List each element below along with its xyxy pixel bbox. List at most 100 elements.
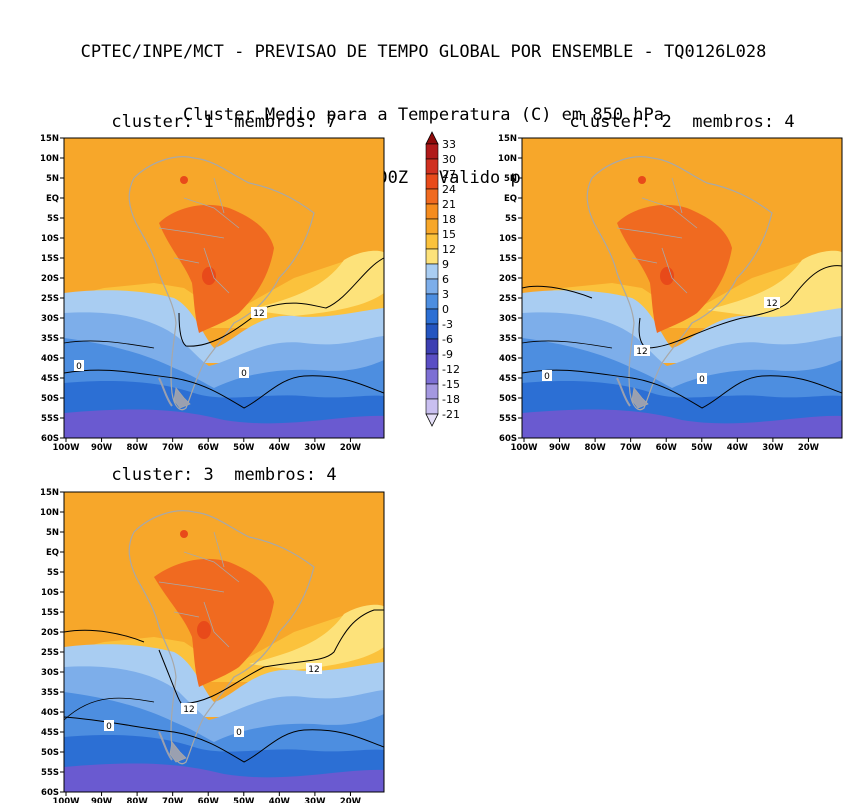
contour-label: 0	[234, 726, 244, 738]
colorbar-level-label: -12	[442, 363, 460, 376]
hot-spot	[197, 621, 211, 639]
lon-label: 60W	[198, 797, 220, 803]
map-panel-3: 12 12 0 0 15N 10N 5N EQ 5S 10S 15S 20S 25S 30S 35S 40S 4…	[40, 488, 385, 803]
warm-core-interior	[159, 204, 274, 333]
colorbar-level-label: -6	[442, 333, 453, 346]
country-borders	[158, 177, 240, 294]
lat-label: 45S	[41, 374, 59, 384]
svg-text:0: 0	[236, 728, 242, 738]
contour-secondary	[64, 697, 155, 721]
contour-label: 0	[239, 367, 249, 379]
colorbar-segment	[425, 383, 439, 400]
temperature-band-minus-9	[64, 763, 384, 792]
lat-label: 55S	[499, 414, 517, 424]
patagonia-coast	[616, 377, 631, 407]
colorbar-segment	[425, 308, 439, 325]
colorbar-segment	[425, 188, 439, 205]
hot-spot	[660, 267, 674, 285]
lon-label: 80W	[585, 443, 607, 453]
lon-label: 70W	[620, 443, 642, 453]
lat-label: 15N	[40, 134, 59, 144]
lon-label: 40W	[727, 443, 749, 453]
lon-label: 70W	[162, 797, 184, 803]
lat-label: 10N	[40, 154, 59, 164]
svg-text:0: 0	[241, 369, 247, 379]
map-panel-2: 12 12 0 0 15N 10N 5N EQ 5S 10S 15S 20S 25S 30S 35S 40S 4…	[498, 134, 843, 453]
tierra-del-fuego	[173, 387, 191, 409]
lon-label: 40W	[269, 443, 291, 453]
colorbar-segment	[425, 203, 439, 220]
map-panel-1: 12 0 0 15N 10N 5N EQ 5S 10S 15S 20S 25S 30S 35S 40S 45S…	[40, 134, 385, 453]
lat-label: 25S	[41, 648, 59, 658]
map-frame	[63, 491, 385, 793]
lon-label: 30W	[304, 443, 326, 453]
contour-label: 0	[697, 373, 707, 385]
colorbar-level-label: 18	[442, 213, 456, 226]
lat-label: 25S	[499, 294, 517, 304]
lat-label: 60S	[41, 788, 59, 798]
lon-label: 20W	[340, 797, 362, 803]
lon-label: 90W	[549, 443, 571, 453]
lat-label: 5N	[46, 528, 59, 538]
colorbar-level-label: -9	[442, 348, 453, 361]
colorbar-segment	[425, 338, 439, 355]
lon-label: 30W	[304, 797, 326, 803]
colorbar-bottom-arrow	[425, 413, 439, 427]
lat-label: EQ	[46, 194, 59, 204]
lat-label: 35S	[499, 334, 517, 344]
country-borders	[158, 531, 240, 648]
svg-text:12: 12	[183, 705, 194, 715]
hot-spot-north	[180, 530, 188, 538]
colorbar-segment	[425, 218, 439, 235]
svg-text:12: 12	[636, 347, 647, 357]
temperature-band-9	[249, 250, 384, 316]
lon-label: 80W	[127, 797, 149, 803]
south-america-outline	[128, 156, 315, 411]
lat-label: 40S	[41, 354, 59, 364]
lat-label: 30S	[41, 314, 59, 324]
lat-label: 35S	[41, 688, 59, 698]
panel-3-title: cluster: 3 membros: 4	[111, 465, 337, 485]
svg-text:0: 0	[699, 375, 705, 385]
lat-label: 15N	[40, 488, 59, 498]
temperature-band-9	[707, 250, 842, 324]
contour-label: 0	[542, 370, 552, 382]
colorbar-level-label: 27	[442, 168, 456, 181]
temperature-band-minus-9	[522, 409, 842, 438]
colorbar-level-label: 6	[442, 273, 449, 286]
contour-label: 12	[764, 297, 780, 309]
header-line-2: Cluster Medio para a Temperatura (C) em …	[182, 105, 665, 125]
contour-label: 0	[74, 360, 84, 372]
colorbar-segment	[425, 173, 439, 190]
colorbar-level-label: 24	[442, 183, 456, 196]
colorbar-level-label: 15	[442, 228, 456, 241]
patagonia-coast	[158, 377, 173, 407]
contour-label: 12	[181, 703, 197, 715]
svg-text:0: 0	[106, 722, 112, 732]
lon-label: 80W	[127, 443, 149, 453]
lat-label: 5S	[47, 214, 59, 224]
lat-label: 45S	[499, 374, 517, 384]
lon-label: 60W	[198, 443, 220, 453]
colorbar-segment	[425, 278, 439, 295]
lon-label: 90W	[91, 797, 113, 803]
lat-label: 30S	[41, 668, 59, 678]
svg-text:12: 12	[253, 309, 264, 319]
tierra-del-fuego	[169, 741, 187, 763]
temperature-band-9	[249, 604, 384, 670]
colorbar-level-label: 30	[442, 153, 456, 166]
contour-0	[64, 716, 384, 763]
lon-label: 50W	[233, 797, 255, 803]
map-frame	[521, 137, 843, 439]
header-line-1: CPTEC/INPE/MCT - PREVISAO DE TEMPO GLOBA…	[80, 42, 767, 62]
colorbar-level-label: -21	[442, 408, 460, 421]
lon-label: 60W	[656, 443, 678, 453]
colorbar-segment	[425, 248, 439, 265]
colorbar-level-label: -18	[442, 393, 460, 406]
colorbar-segment	[425, 263, 439, 280]
colorbar-level-label: -3	[442, 318, 453, 331]
lon-label: 90W	[91, 443, 113, 453]
colorbar-segment	[425, 233, 439, 250]
contour-secondary	[522, 340, 613, 349]
lat-label: 55S	[41, 768, 59, 778]
